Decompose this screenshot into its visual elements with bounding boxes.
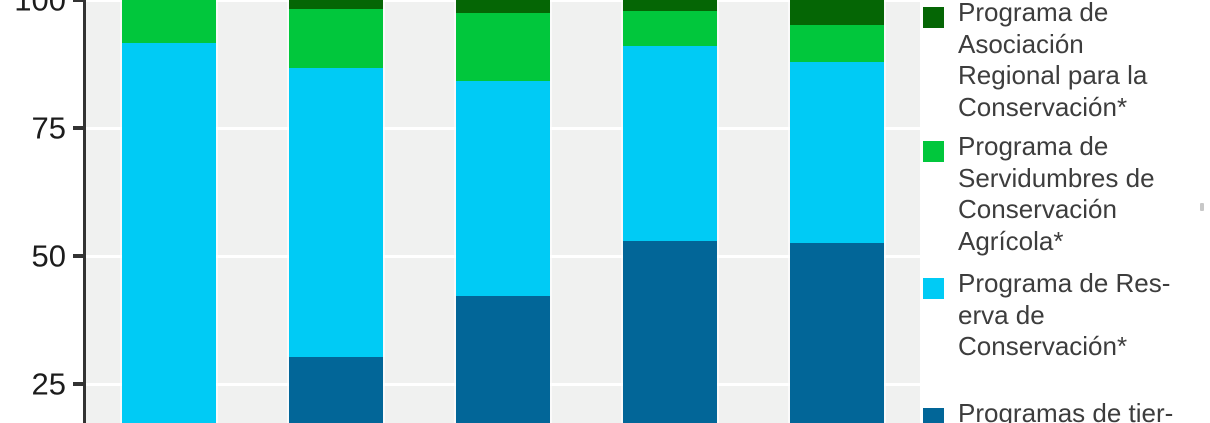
bar-segment[interactable] [289, 357, 383, 423]
legend-label-line: Conservación* [958, 331, 1128, 361]
legend-item: Programa de Asociación Regional para la Con… [923, 0, 1147, 123]
bar-segment[interactable] [289, 9, 383, 68]
legend-label-line: Conservación* [958, 91, 1128, 122]
bar[interactable] [287, 0, 385, 423]
bar[interactable] [621, 0, 719, 423]
bar-segment[interactable] [790, 0, 884, 26]
bar-segment[interactable] [790, 62, 884, 244]
bar-segment[interactable] [122, 0, 216, 43]
y-tick-mark [73, 126, 84, 130]
legend-label-line: Servidumbres de [958, 162, 1155, 193]
y-tick-label: 25 [31, 366, 66, 402]
legend-label-line: Programa de [958, 0, 1109, 27]
bar-segment[interactable] [289, 67, 383, 358]
bar-segment[interactable] [456, 0, 550, 14]
plot-area [86, 0, 920, 423]
bar-segment[interactable] [456, 13, 550, 81]
bar-segment[interactable] [623, 10, 717, 47]
bar-segment[interactable] [456, 80, 550, 296]
stray-artifact-mark [1200, 203, 1204, 211]
legend-label-line: Programa de [958, 131, 1109, 161]
bar-segment[interactable] [790, 25, 884, 63]
bar[interactable] [454, 0, 552, 423]
bar-segment[interactable] [623, 0, 717, 11]
legend-label: Programa de Res-erva de Conservación* [958, 268, 1170, 363]
bar[interactable] [120, 0, 218, 423]
legend-label-line: Agrícola* [958, 225, 1064, 256]
legend-label-line: Regional para la [958, 60, 1148, 90]
bar-segment[interactable] [289, 0, 383, 10]
y-tick-label: 50 [31, 238, 66, 274]
y-tick-label: 75 [31, 110, 66, 146]
legend-item: Programas de tier- [923, 398, 1173, 423]
y-tick-mark [73, 254, 84, 258]
bar-segment[interactable] [456, 295, 550, 423]
legend-swatch-icon [923, 278, 944, 299]
bar[interactable] [788, 0, 886, 423]
legend-label-line: Programa de Res- [958, 268, 1171, 298]
y-tick-mark [73, 0, 84, 2]
bar-segment[interactable] [790, 243, 884, 423]
bar-segment[interactable] [623, 46, 717, 241]
legend-swatch-icon [923, 141, 944, 162]
legend: Programa de Asociación Regional para la Con… [923, 0, 1203, 423]
legend-label-line: Programas de tier- [958, 398, 1174, 423]
legend-label-line: Conservación [958, 194, 1117, 224]
legend-label-line: erva de [958, 299, 1045, 330]
y-axis-line [83, 0, 86, 423]
legend-label-line: Asociación [958, 28, 1084, 59]
y-tick-mark [73, 382, 84, 386]
bar-segment[interactable] [623, 240, 717, 423]
y-tick-label: 100 [14, 0, 66, 18]
legend-swatch-icon [923, 7, 944, 28]
legend-label: Programas de tier- [958, 398, 1173, 423]
bar-segment[interactable] [122, 43, 216, 423]
legend-item: Programa de Res-erva de Conservación* [923, 268, 1170, 363]
legend-item: Programa de Servidumbres de Conservación Ag… [923, 131, 1155, 257]
legend-label: Programa de Asociación Regional para la Con… [958, 0, 1147, 123]
legend-swatch-icon [923, 408, 944, 423]
legend-label: Programa de Servidumbres de Conservación Ag… [958, 131, 1155, 257]
